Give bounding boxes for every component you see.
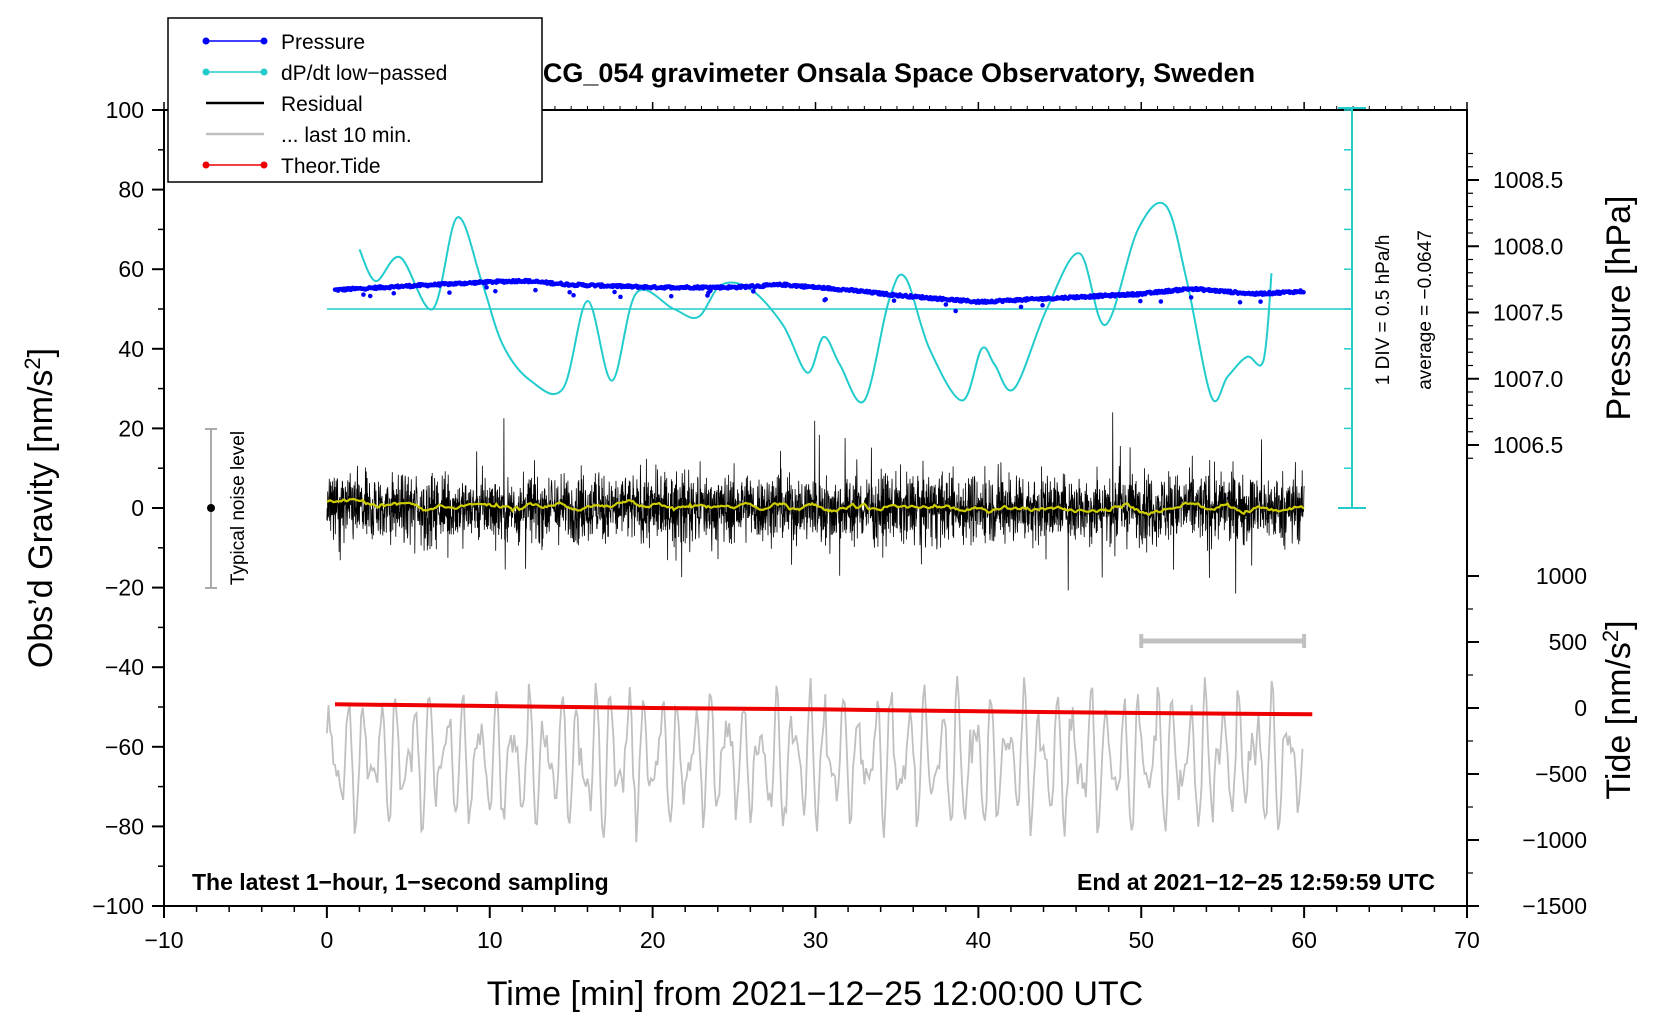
legend-marker <box>260 68 268 76</box>
x-tick-label: −10 <box>144 927 183 953</box>
noise-level-indicator: Typical noise level <box>205 428 249 589</box>
legend-marker <box>202 37 210 45</box>
tide-tick-label: −1500 <box>1522 893 1587 919</box>
x-tick-label: 20 <box>640 927 666 953</box>
dpdt-series <box>326 201 1353 404</box>
y-tick-label: 20 <box>118 415 144 441</box>
legend-label: Theor.Tide <box>281 155 381 178</box>
pressure-tick-label: 1008.5 <box>1493 167 1563 193</box>
scale-average-label: average = −0.0647 <box>1415 230 1436 390</box>
tide-series <box>334 702 1313 717</box>
y-tick-label: 40 <box>118 336 144 362</box>
pressure-tick-label: 1007.0 <box>1493 366 1563 392</box>
legend-marker <box>202 161 210 169</box>
y-tick-label: −80 <box>105 813 144 839</box>
y-axis-left-title: Obs’d Gravity [nm/s2] <box>20 348 60 668</box>
legend-marker <box>260 37 268 45</box>
scale-div-label: 1 DIV = 0.5 hPa/h <box>1373 235 1394 386</box>
y-axis-pressure-title: Pressure [hPa] <box>1600 196 1638 421</box>
x-axis-title: Time [min] from 2021−12−25 12:00:00 UTC <box>487 975 1143 1013</box>
legend-label: Pressure <box>281 31 365 54</box>
y-tick-label: −60 <box>105 734 144 760</box>
dpdt-line <box>358 201 1273 404</box>
x-tick-label: 40 <box>966 927 992 953</box>
tide-tick-label: 1000 <box>1536 563 1587 589</box>
pressure-tick-label: 1007.5 <box>1493 300 1563 326</box>
residual-line <box>326 412 1305 594</box>
legend-marker <box>202 68 210 76</box>
x-tick-label: 0 <box>320 927 333 953</box>
legend-marker <box>260 161 268 169</box>
last-10-min-bar <box>1139 634 1307 648</box>
y-tick-label: 60 <box>118 256 144 282</box>
legend-label: dP/dt low−passed <box>281 62 447 85</box>
last10min-line <box>326 676 1304 843</box>
sampling-note: The latest 1−hour, 1−second sampling <box>192 869 609 895</box>
x-tick-label: 30 <box>803 927 829 953</box>
y-tick-label: −40 <box>105 654 144 680</box>
residual-smoothed-line <box>326 497 1305 516</box>
y-tick-label: −20 <box>105 575 144 601</box>
tide-tick-label: −500 <box>1535 761 1587 787</box>
legend: Pressure dP/dt low−passed Residual ... last… <box>167 17 543 183</box>
chart-title: SCG_054 gravimeter Onsala Space Observat… <box>525 58 1255 88</box>
dpdt-scale-bar: 1 DIV = 0.5 hPa/h average = −0.0647 <box>1338 107 1436 509</box>
y-tick-label: −100 <box>92 893 144 919</box>
y-tick-label: 0 <box>131 495 144 521</box>
y-axis-tide-title: Tide [nm/s2] <box>1598 620 1638 799</box>
legend-label: Residual <box>281 93 363 116</box>
noise-level-label: Typical noise level <box>228 431 249 585</box>
y-tick-label: 100 <box>106 97 144 123</box>
x-tick-label: 60 <box>1291 927 1317 953</box>
x-tick-label: 10 <box>477 927 503 953</box>
tide-tick-label: −1000 <box>1522 827 1587 853</box>
x-tick-label: 70 <box>1454 927 1480 953</box>
pressure-tick-label: 1006.5 <box>1493 432 1563 458</box>
pressure-series <box>332 277 1306 314</box>
tide-tick-label: 500 <box>1549 629 1587 655</box>
legend-label: ... last 10 min. <box>281 124 412 147</box>
last10min-series <box>326 676 1304 843</box>
pressure-markers <box>332 277 1306 314</box>
pressure-tick-label: 1008.0 <box>1493 233 1563 259</box>
end-time-note: End at 2021−12−25 12:59:59 UTC <box>1077 869 1435 895</box>
tick-labels: −10 0 10 20 30 40 50 60 70100806040200−20−40−60−… <box>92 97 1587 953</box>
plot-frame <box>163 109 1468 907</box>
residual-series <box>326 412 1305 594</box>
y-tick-label: 80 <box>118 177 144 203</box>
tide-tick-label: 0 <box>1574 695 1587 721</box>
x-tick-label: 50 <box>1128 927 1154 953</box>
tide-line <box>334 702 1313 717</box>
